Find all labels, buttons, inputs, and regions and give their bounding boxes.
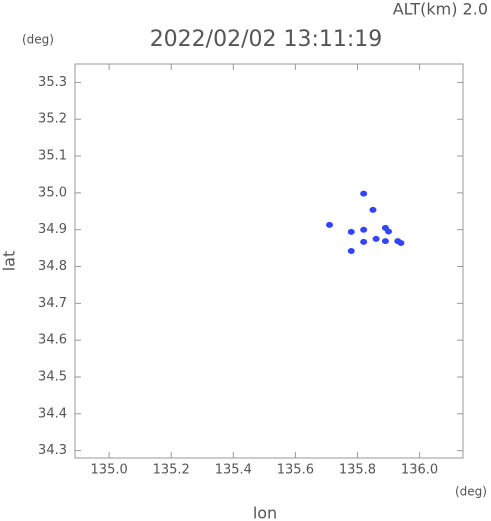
plot-frame: [74, 63, 464, 459]
echo-point: [397, 239, 405, 246]
altitude-annotation: ALT(km) 2.0: [393, 0, 488, 19]
x-axis-label: lon: [253, 504, 277, 521]
y-axis-label: lat: [0, 251, 19, 272]
y-tick-label: 35.0: [38, 185, 67, 200]
y-tick-label: 35.2: [38, 112, 67, 127]
echo-point: [326, 221, 334, 228]
x-tick-label: 135.2: [153, 463, 190, 478]
echo-point: [381, 238, 389, 245]
y-tick-label: 34.5: [38, 369, 67, 384]
echo-point: [369, 206, 377, 213]
y-tick-label: 34.3: [38, 443, 67, 458]
y-tick-label: 34.4: [38, 406, 67, 421]
y-tick-label: 34.8: [38, 259, 67, 274]
y-tick-label: 34.6: [38, 333, 67, 348]
echo-point: [385, 228, 393, 235]
x-tick-label: 135.0: [91, 463, 128, 478]
y-tick-label: 35.1: [38, 149, 67, 164]
chart-title: 2022/02/02 13:11:19: [150, 27, 383, 52]
y-tick-label: 34.7: [38, 296, 67, 311]
x-unit: (deg): [455, 485, 487, 499]
echo-point: [360, 190, 368, 197]
echo-point: [372, 235, 380, 242]
echo-point: [360, 226, 368, 233]
y-tick-label: 35.3: [38, 75, 67, 90]
x-tick-label: 135.6: [277, 463, 314, 478]
y-unit: (deg): [22, 33, 54, 47]
y-tick-label: 34.9: [38, 222, 67, 237]
echo-point: [360, 238, 368, 245]
echo-point: [347, 228, 355, 235]
echo-point: [347, 248, 355, 255]
x-tick-label: 135.8: [339, 463, 376, 478]
x-tick-label: 136.0: [401, 463, 438, 478]
x-tick-label: 135.4: [215, 463, 252, 478]
